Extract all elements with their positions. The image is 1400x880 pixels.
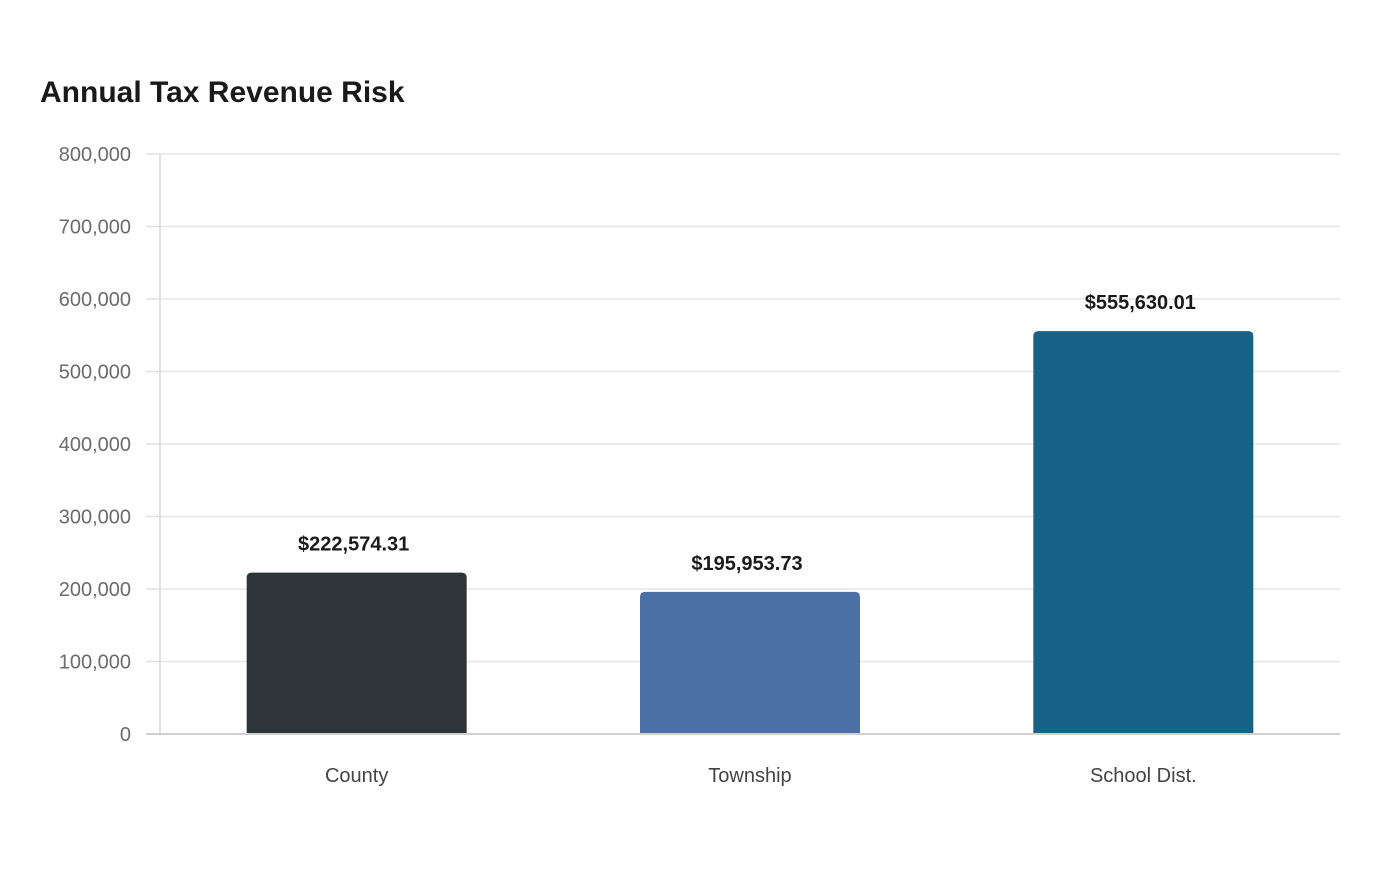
data-label: $555,630.01 [1085, 292, 1196, 314]
bar-county [246, 572, 467, 734]
y-tick-label: 100,000 [59, 652, 131, 674]
x-axis: County Township School Dist. [146, 733, 1340, 787]
y-tick-label: 800,000 [59, 144, 131, 166]
bar-school-dist [1033, 331, 1254, 734]
x-tick-label: County [325, 765, 388, 787]
data-label: $222,574.31 [298, 534, 409, 556]
y-tick-label: 500,000 [59, 362, 131, 384]
x-tick-label: Township [708, 765, 791, 787]
y-tick-label: 400,000 [59, 434, 131, 456]
y-tick-label: 600,000 [59, 289, 131, 311]
data-label: $195,953.73 [691, 553, 802, 575]
chart-title: Annual Tax Revenue Risk [40, 76, 405, 109]
bars [246, 331, 1254, 734]
y-tick-label: 300,000 [59, 507, 131, 529]
y-tick-label: 0 [120, 724, 131, 746]
x-tick-label: School Dist. [1090, 765, 1197, 787]
bar-township [640, 591, 860, 734]
y-tick-label: 700,000 [59, 217, 131, 239]
data-labels: $222,574.31 $195,953.73 $555,630.01 [298, 292, 1196, 575]
y-axis: 0 100,000 200,000 300,000 400,000 500,000 600,… [59, 144, 161, 746]
y-tick-label: 200,000 [59, 579, 131, 601]
